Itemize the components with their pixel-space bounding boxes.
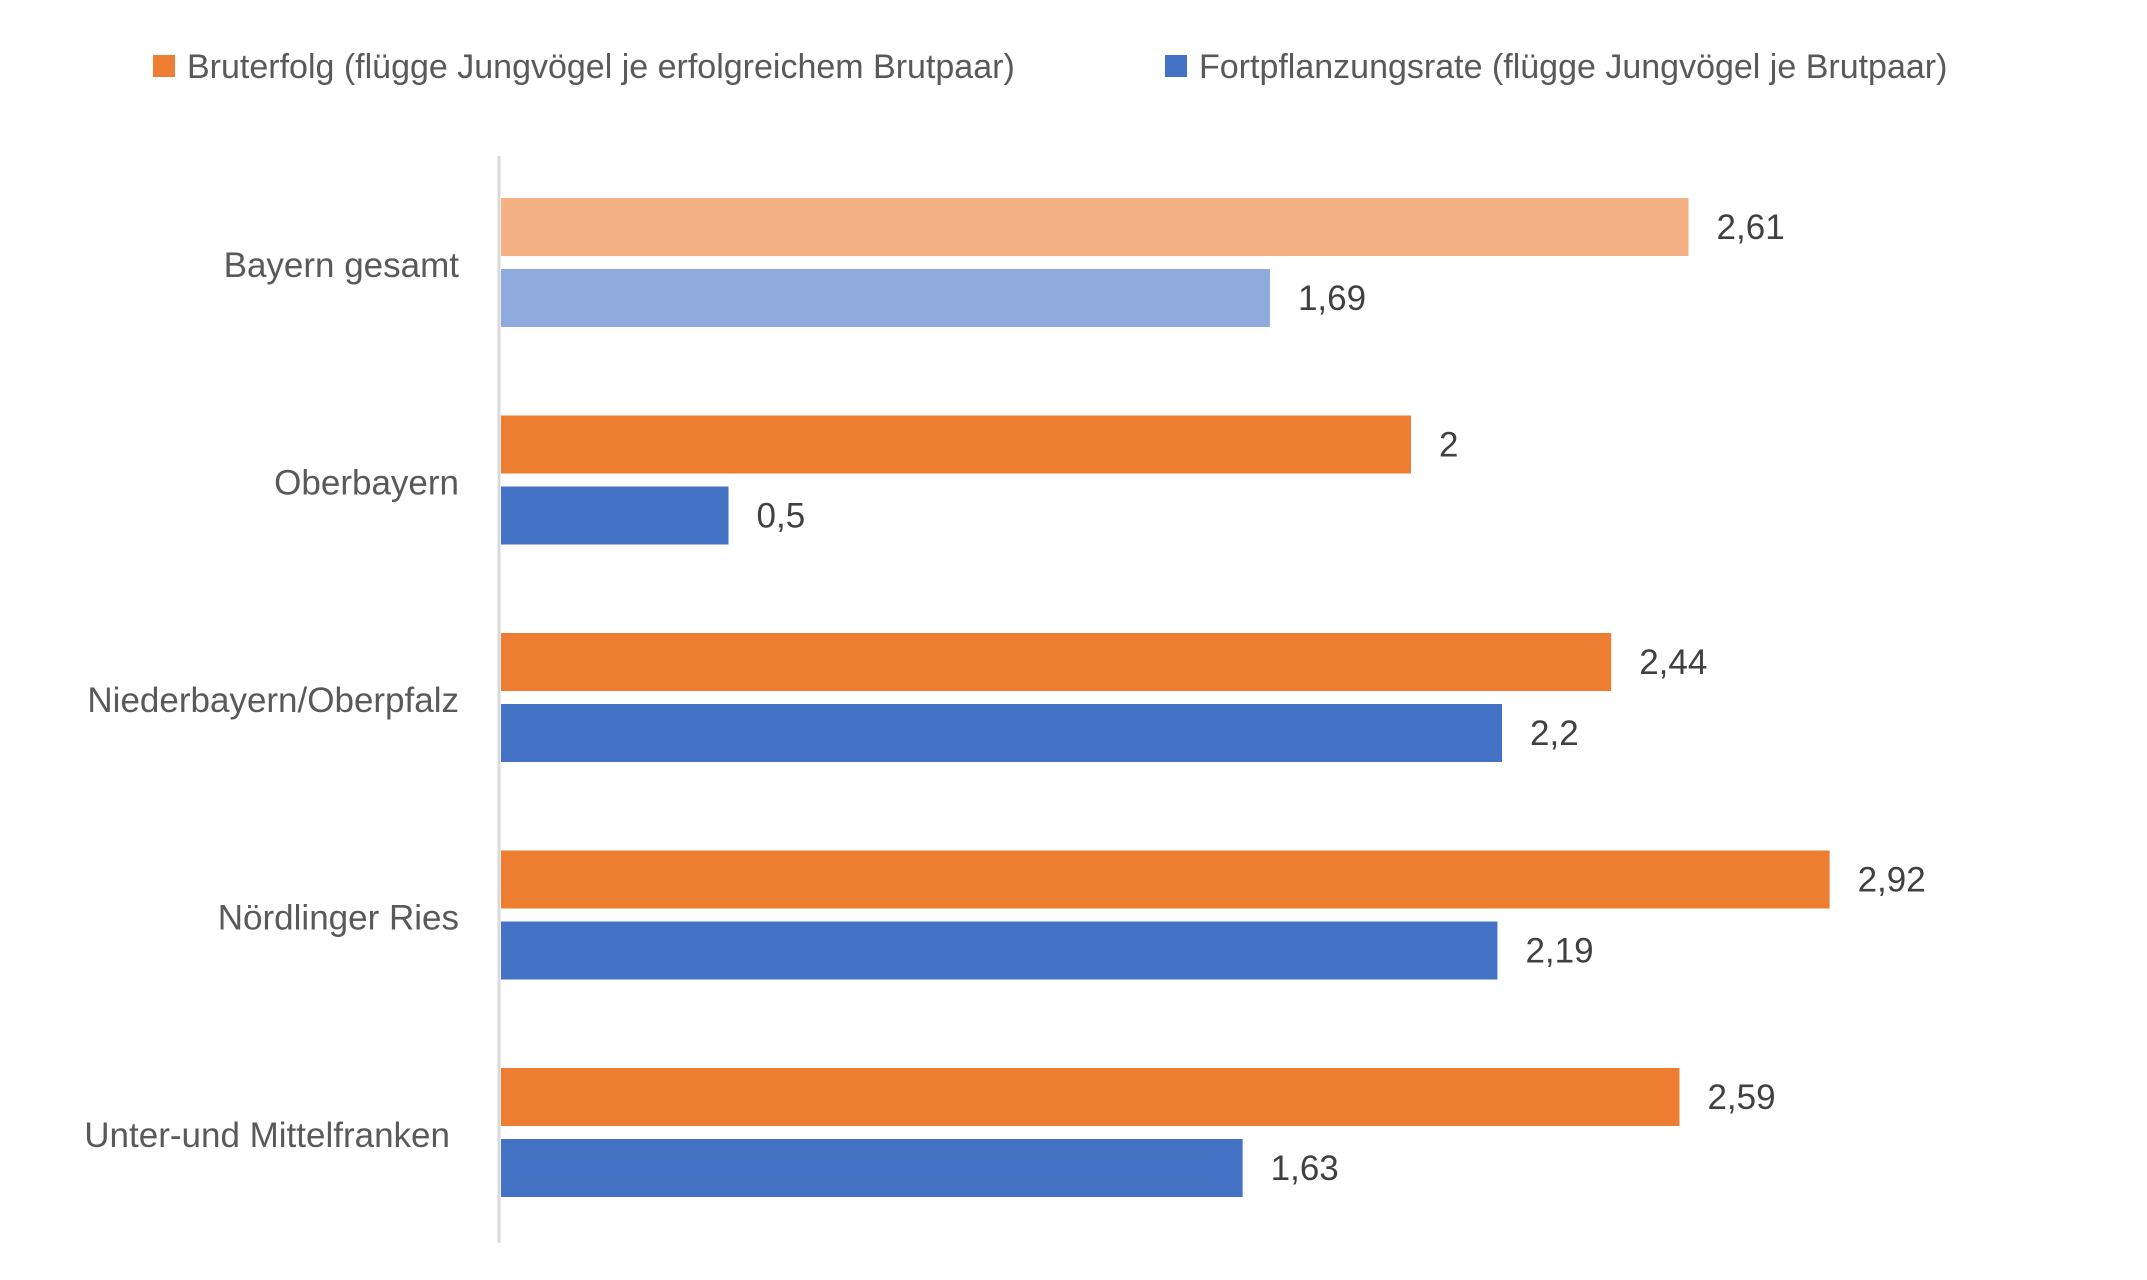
category-axis-labels: Bayern gesamt Oberbayern Niederbayern/Ober… [84, 246, 459, 1155]
bar-bruterfolg-niederbayern-oberpfalz[interactable] [501, 633, 1612, 691]
legend-item-fortpflanzungsrate[interactable]: Fortpflanzungsrate (flügge Jungvögel je … [1165, 48, 1947, 86]
bars [501, 198, 1830, 1197]
category-label-bayern-gesamt: Bayern gesamt [224, 246, 460, 285]
category-label-niederbayern-oberpfalz: Niederbayern/Oberpfalz [87, 681, 459, 720]
bar-bruterfolg-bayern-gesamt[interactable] [501, 198, 1689, 256]
bar-fortpflanzungsrate-niederbayern-oberpfalz[interactable] [501, 704, 1502, 762]
legend-swatch-fortpflanzungsrate [1165, 55, 1187, 77]
bar-fortpflanzungsrate-unter-und-mittelfranken[interactable] [501, 1139, 1243, 1197]
data-label-fortpflanzungsrate-nördlinger-ries: 2,19 [1525, 932, 1593, 971]
legend-swatch-bruterfolg [153, 55, 175, 77]
bar-bruterfolg-nördlinger-ries[interactable] [501, 850, 1830, 909]
legend-item-bruterfolg[interactable]: Bruterfolg (flügge Jungvögel je erfolgre… [153, 48, 1015, 86]
bar-fortpflanzungsrate-nördlinger-ries[interactable] [501, 921, 1498, 980]
bar-bruterfolg-oberbayern[interactable] [501, 415, 1411, 474]
data-label-fortpflanzungsrate-bayern-gesamt: 1,69 [1298, 279, 1366, 318]
legend-label-bruterfolg: Bruterfolg (flügge Jungvögel je erfolgre… [187, 48, 1015, 86]
bar-fortpflanzungsrate-bayern-gesamt[interactable] [501, 269, 1270, 327]
data-label-bruterfolg-nördlinger-ries: 2,92 [1858, 861, 1926, 900]
category-label-unter-und-mittelfranken: Unter-und Mittelfranken [84, 1116, 450, 1155]
legend: Bruterfolg (flügge Jungvögel je erfolgre… [153, 48, 1947, 86]
category-label-oberbayern: Oberbayern [274, 464, 459, 503]
bar-fortpflanzungsrate-oberbayern[interactable] [501, 486, 729, 545]
data-label-fortpflanzungsrate-niederbayern-oberpfalz: 2,2 [1530, 714, 1579, 753]
bar-bruterfolg-unter-und-mittelfranken[interactable] [501, 1068, 1680, 1126]
data-label-bruterfolg-unter-und-mittelfranken: 2,59 [1707, 1078, 1775, 1117]
data-label-bruterfolg-bayern-gesamt: 2,61 [1717, 208, 1785, 247]
data-label-bruterfolg-niederbayern-oberpfalz: 2,44 [1639, 643, 1707, 682]
data-labels: 2,61 1,69 2 0,5 2,44 2,2 2,92 2,19 2,59 1,63 [757, 208, 1926, 1188]
legend-label-fortpflanzungsrate: Fortpflanzungsrate (flügge Jungvögel je … [1199, 48, 1947, 86]
category-label-nördlinger-ries: Nördlinger Ries [218, 899, 459, 938]
data-label-bruterfolg-oberbayern: 2 [1439, 426, 1458, 465]
data-label-fortpflanzungsrate-unter-und-mittelfranken: 1,63 [1271, 1149, 1339, 1188]
data-label-fortpflanzungsrate-oberbayern: 0,5 [757, 497, 806, 536]
